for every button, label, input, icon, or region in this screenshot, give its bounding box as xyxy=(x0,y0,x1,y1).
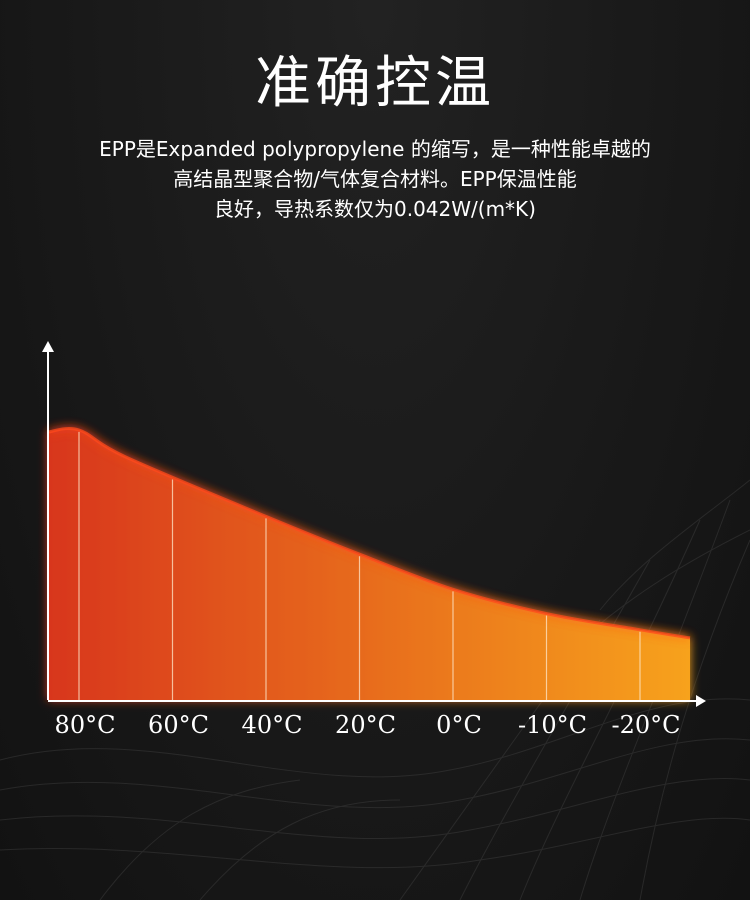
x-tick-label: 20°C xyxy=(335,711,396,739)
x-tick-label: 40°C xyxy=(242,711,303,739)
area-curve-line xyxy=(47,427,691,640)
x-tick-label: -10°C xyxy=(518,711,587,739)
description-line-1: EPP是Expanded polypropylene 的缩写，是一种性能卓越的 xyxy=(99,137,651,161)
x-tick-label: 60°C xyxy=(148,711,209,739)
x-axis-arrow-icon xyxy=(696,695,706,707)
y-axis-arrow-icon xyxy=(42,341,54,352)
x-tick-label: 0°C xyxy=(436,711,482,739)
description-line-2: 高结晶型聚合物/气体复合材料。EPP保温性能 xyxy=(173,167,577,191)
page-title: 准确控温 xyxy=(255,51,495,116)
description-line-3: 良好，导热系数仅为0.042W/(m*K) xyxy=(214,197,536,221)
x-tick-label: -20°C xyxy=(611,711,680,739)
area-fill xyxy=(48,428,690,700)
description: EPP是Expanded polypropylene 的缩写，是一种性能卓越的 … xyxy=(40,134,710,224)
x-tick-label: 80°C xyxy=(55,711,116,739)
